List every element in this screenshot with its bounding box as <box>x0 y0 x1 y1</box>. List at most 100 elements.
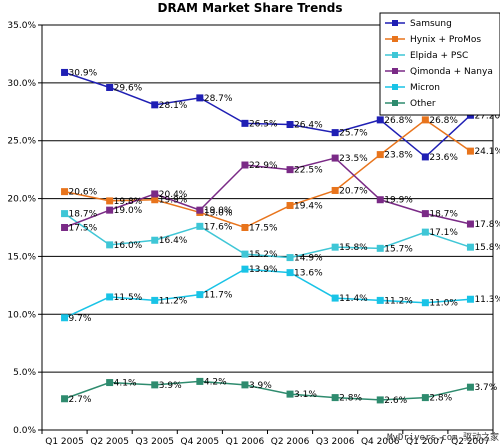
data-labels: 30.9% 29.6% 28.1% 28.7% 26.5% 26.4% 25.7% 26.8%… <box>69 68 500 405</box>
data-point <box>376 151 384 159</box>
data-label: 11.2% <box>384 296 413 306</box>
data-point <box>241 381 249 389</box>
data-label: 22.9% <box>249 161 278 171</box>
data-point <box>196 206 204 214</box>
series-line <box>64 118 471 229</box>
data-label: 3.7% <box>474 383 497 393</box>
data-label: 14.9% <box>294 254 323 264</box>
data-label: 17.1% <box>429 228 458 238</box>
data-label: 23.5% <box>339 154 368 164</box>
y-tick-label: 30.0% <box>7 79 36 89</box>
data-point <box>376 244 384 252</box>
data-label: 11.7% <box>204 291 233 301</box>
data-label: 20.4% <box>159 190 188 200</box>
data-label: 18.7% <box>429 210 458 220</box>
data-point <box>196 94 204 102</box>
data-label: 4.1% <box>114 379 137 389</box>
data-point <box>421 116 429 124</box>
x-tick-label: Q2 2005 <box>90 437 129 447</box>
data-point <box>61 395 69 403</box>
data-label: 19.0% <box>204 208 233 218</box>
axes: 0.0% 5.0% 10.0% 15.0% 20.0% 25.0% 30.0% 35.0% Q1… <box>7 21 494 447</box>
data-label: 11.5% <box>114 293 143 303</box>
x-tick-label: Q4 2006 <box>361 437 400 447</box>
data-point <box>466 383 474 391</box>
data-point <box>421 210 429 218</box>
data-point <box>196 291 204 299</box>
data-point <box>196 222 204 230</box>
legend-box <box>379 12 500 116</box>
data-point <box>331 186 339 194</box>
data-point <box>106 293 114 301</box>
data-label: 11.4% <box>339 294 368 304</box>
data-label: 30.9% <box>69 68 98 78</box>
y-tick-label: 35.0% <box>7 21 36 31</box>
legend-label: Other <box>410 99 436 109</box>
data-label: 19.9% <box>384 196 413 206</box>
data-point <box>286 390 294 398</box>
data-label: 22.5% <box>294 166 323 176</box>
data-label: 19.8% <box>114 197 143 207</box>
data-point <box>376 116 384 124</box>
y-tick-label: 5.0% <box>13 368 36 378</box>
data-point <box>241 250 249 258</box>
x-tick-label: Q1 2007 <box>406 437 445 447</box>
data-point <box>421 299 429 307</box>
data-label: 2.8% <box>429 394 452 404</box>
data-label: 26.4% <box>294 121 323 131</box>
legend-marker <box>392 36 398 42</box>
data-point <box>106 379 114 387</box>
data-label: 2.8% <box>339 394 362 404</box>
data-label: 19.9% <box>159 196 188 206</box>
data-label: 3.9% <box>159 381 182 391</box>
data-point <box>286 121 294 129</box>
chart-title: DRAM Market Share Trends <box>158 1 343 15</box>
data-point <box>286 202 294 210</box>
data-label: 15.2% <box>249 250 278 260</box>
watermark-text: MyDrivers.com 驱动之家 <box>387 431 499 443</box>
legend-label: Samsung <box>410 19 452 29</box>
legend-marker <box>392 68 398 74</box>
data-point <box>331 394 339 402</box>
legend-marker <box>392 100 398 106</box>
legend-marker <box>392 84 398 90</box>
x-tick-label: Q3 2005 <box>135 437 174 447</box>
data-point <box>421 153 429 161</box>
legend-label: Qimonda + Nanya <box>410 67 493 77</box>
x-tick-label: Q1 2006 <box>226 437 265 447</box>
data-point <box>286 269 294 277</box>
legend-label: Elpida + PSC <box>410 51 468 61</box>
data-label: 17.6% <box>204 222 233 232</box>
data-label: 4.2% <box>204 377 227 387</box>
series-line <box>64 380 471 401</box>
data-label: 11.0% <box>429 299 458 309</box>
data-point <box>286 254 294 262</box>
data-point <box>331 243 339 251</box>
y-tick-label: 0.0% <box>13 426 36 436</box>
data-label: 19.4% <box>294 202 323 212</box>
x-tick-label: Q2 2007 <box>451 437 490 447</box>
data-label: 15.8% <box>474 243 500 253</box>
legend-marker <box>392 52 398 58</box>
data-point <box>61 188 69 196</box>
data-label: 13.9% <box>249 265 278 275</box>
data-point <box>106 206 114 214</box>
x-tick-label: Q3 2006 <box>316 437 355 447</box>
series-layer <box>61 68 474 404</box>
legend-marker <box>392 20 398 26</box>
data-point <box>466 243 474 251</box>
data-point <box>61 224 69 231</box>
data-label: 20.6% <box>69 188 98 198</box>
data-point <box>241 161 249 169</box>
data-label: 25.7% <box>339 129 368 139</box>
data-point <box>376 196 384 204</box>
series-line <box>64 212 471 259</box>
data-label: 3.9% <box>249 381 272 391</box>
data-label: 29.6% <box>114 83 143 93</box>
data-label: 24.1% <box>474 147 500 157</box>
data-point <box>331 154 339 162</box>
data-label: 9.7% <box>69 314 92 324</box>
data-point <box>241 119 249 127</box>
data-point <box>151 381 159 389</box>
